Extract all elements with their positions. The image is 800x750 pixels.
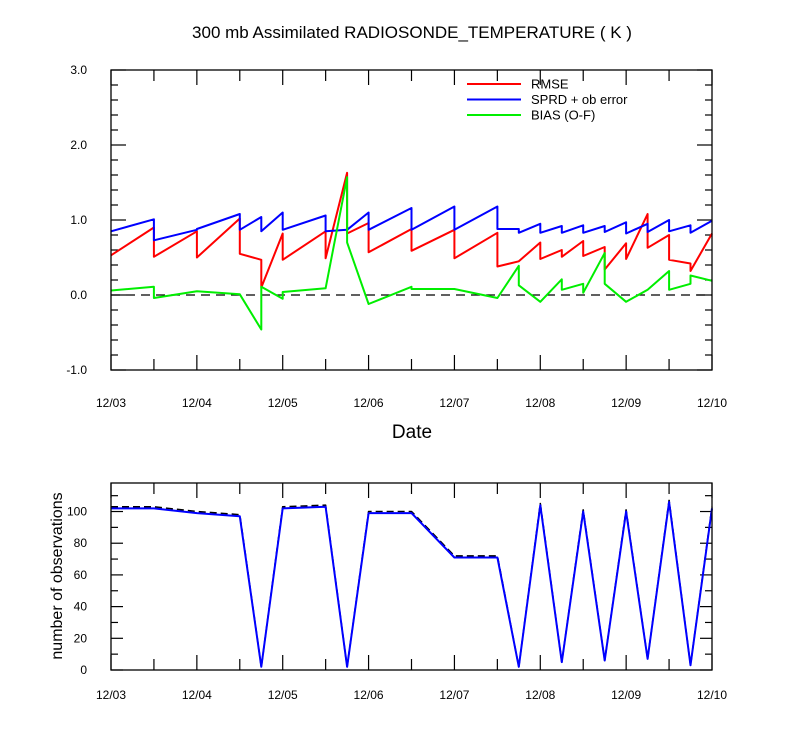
series-line-sprd-ob-error: [110, 205, 713, 242]
y-tick-label: -1.0: [66, 363, 87, 377]
top-x-axis-label: Date: [392, 422, 432, 443]
chart-title: 300 mb Assimilated RADIOSONDE_TEMPERATUR…: [192, 23, 632, 42]
y-tick-label: 3.0: [70, 63, 87, 77]
series-line-bias-o-f-: [110, 176, 713, 331]
x-tick-label: 12/04: [182, 688, 212, 702]
y-tick-label: 40: [74, 600, 88, 614]
series-line-rmse: [110, 171, 713, 289]
x-tick-label: 12/06: [354, 396, 384, 410]
y-tick-label: 0: [80, 663, 87, 677]
bottom-panel: 12/03 12/04 12/05 12/06 12/07 12/08 12/09 12/10…: [67, 483, 727, 702]
bottom-y-axis-label: number of observations: [49, 492, 66, 659]
x-tick-label: 12/10: [697, 396, 727, 410]
x-tick-label: 12/03: [96, 396, 126, 410]
x-tick-label: 12/03: [96, 688, 126, 702]
series-line-possible: [111, 499, 713, 668]
y-tick-label: 100: [67, 505, 87, 519]
y-tick-label: 1.0: [70, 213, 87, 227]
y-tick-label: 20: [74, 631, 88, 645]
y-tick-label: 0.0: [70, 288, 87, 302]
x-tick-label: 12/05: [268, 688, 298, 702]
series-line-assimilated: [111, 501, 713, 668]
x-tick-label: 12/08: [525, 396, 555, 410]
top-plot-frame: [110, 69, 713, 371]
x-tick-label: 12/06: [354, 688, 384, 702]
x-tick-label: 12/10: [697, 688, 727, 702]
x-tick-label: 12/09: [611, 688, 641, 702]
x-tick-label: 12/04: [182, 396, 212, 410]
x-tick-label: 12/07: [439, 396, 469, 410]
y-tick-label: 80: [74, 536, 88, 550]
legend-label-2: BIAS (O-F): [531, 108, 595, 123]
x-tick-label: 12/07: [439, 688, 469, 702]
top-panel: 12/03 12/04 12/05 12/06 12/07 12/08 12/09 12/10…: [66, 63, 727, 410]
bottom-plot-frame: [110, 482, 713, 671]
legend-label-1: SPRD + ob error: [531, 92, 628, 107]
y-tick-label: 60: [74, 568, 88, 582]
y-tick-label: 2.0: [70, 138, 87, 152]
x-tick-label: 12/05: [268, 396, 298, 410]
x-tick-label: 12/08: [525, 688, 555, 702]
legend-label-0: RMSE: [531, 77, 569, 92]
x-tick-label: 12/09: [611, 396, 641, 410]
